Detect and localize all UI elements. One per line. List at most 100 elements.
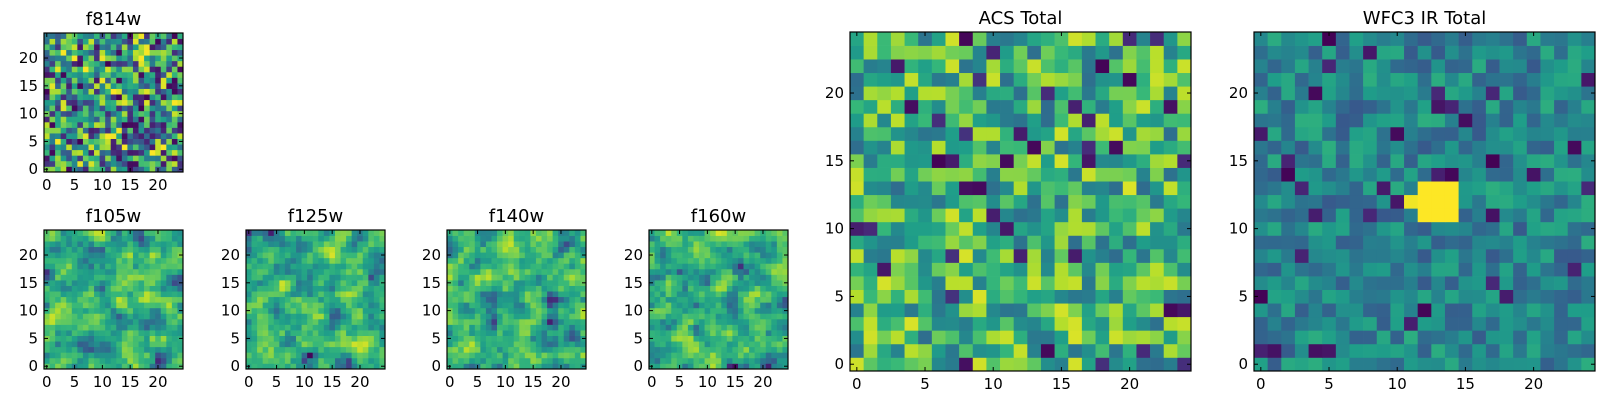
heatmap-cell (1095, 113, 1110, 128)
heatmap-cell (251, 246, 258, 253)
heatmap-cell (105, 346, 112, 353)
heatmap-cell (334, 307, 341, 314)
heatmap-cell (1150, 235, 1165, 250)
heatmap-cell (1390, 357, 1405, 372)
heatmap-cell (171, 49, 178, 56)
heatmap-cell (1267, 235, 1282, 250)
heatmap-cell (541, 280, 548, 286)
heatmap-cell (1054, 343, 1069, 358)
heatmap-cell (726, 241, 733, 248)
heatmap-cell (485, 263, 492, 270)
heatmap-cell (463, 324, 470, 331)
heatmap-cell (972, 72, 987, 87)
heatmap-cell (491, 341, 498, 348)
heatmap-cell (1122, 276, 1137, 290)
heatmap-cell (121, 160, 128, 167)
heatmap-cell (44, 144, 50, 151)
heatmap-cell (710, 230, 717, 236)
heatmap-cell (105, 274, 112, 281)
heatmap-cell (49, 71, 56, 78)
heatmap-cell (726, 302, 733, 309)
heatmap-cell (469, 352, 476, 359)
heatmap-cell (171, 346, 178, 353)
heatmap-cell (904, 316, 919, 331)
heatmap-cell (251, 313, 258, 320)
heatmap-cell (1499, 126, 1514, 141)
heatmap-cell (743, 296, 750, 303)
heatmap-cell (972, 316, 987, 331)
heatmap-cell (1526, 357, 1541, 372)
y-tick-label: 10 (19, 302, 38, 320)
heatmap-cell (474, 263, 481, 270)
heatmap-cell (563, 307, 570, 314)
heatmap-cell (55, 241, 62, 248)
heatmap-cell (463, 241, 470, 248)
heatmap-cell (530, 296, 537, 303)
heatmap-cell (160, 307, 167, 314)
heatmap-cell (55, 313, 62, 320)
heatmap-cell (452, 274, 459, 281)
heatmap-cell (1513, 303, 1528, 318)
heatmap-cell (312, 313, 319, 320)
heatmap-cell (149, 94, 156, 101)
heatmap-cell (676, 274, 683, 281)
heatmap-cell (693, 280, 700, 286)
heatmap-cell (1150, 126, 1165, 141)
heatmap-cell (357, 291, 364, 298)
heatmap-cell (863, 32, 878, 46)
heatmap-cell (160, 341, 167, 348)
heatmap-cell (1363, 72, 1378, 87)
heatmap-cell (749, 302, 755, 309)
heatmap-cell (138, 335, 145, 342)
heatmap-cell (904, 262, 919, 277)
heatmap-cell (491, 285, 498, 292)
heatmap-cell (116, 274, 123, 281)
heatmap-cell (660, 313, 667, 320)
heatmap-cell (1163, 194, 1178, 209)
heatmap-cell (682, 285, 689, 292)
heatmap-cell (138, 166, 145, 173)
heatmap-cell (552, 363, 559, 370)
heatmap-cell (580, 324, 587, 331)
heatmap-cell (447, 268, 453, 275)
heatmap-cell (508, 335, 515, 342)
heatmap-cell (1444, 235, 1459, 250)
heatmap-cell (1308, 72, 1323, 87)
heatmap-cell (160, 33, 167, 39)
heatmap-cell (312, 346, 319, 353)
heatmap-cell (307, 274, 314, 281)
heatmap-cell (649, 346, 655, 353)
heatmap-cell (323, 313, 330, 320)
heatmap-cell (1163, 59, 1178, 74)
heatmap-cell (66, 346, 73, 353)
heatmap-cell (1417, 330, 1432, 345)
heatmap-cell (535, 246, 542, 253)
heatmap-cell (552, 252, 559, 259)
heatmap-cell (676, 346, 683, 353)
heatmap-cell (88, 268, 95, 275)
heatmap-cell (373, 241, 380, 248)
heatmap-cell (519, 280, 526, 286)
heatmap-cell (508, 318, 515, 325)
heatmap-cell (508, 291, 515, 298)
heatmap-cell (671, 241, 678, 248)
heatmap-cell (710, 246, 717, 253)
heatmap-cell (351, 346, 358, 353)
heatmap-cell (1458, 289, 1473, 304)
heatmap-cell (547, 363, 553, 370)
heatmap-cell (574, 313, 581, 320)
heatmap-cell (569, 252, 576, 259)
heatmap-cell (246, 324, 252, 331)
heatmap-cell (671, 291, 678, 298)
heatmap-cell (665, 313, 672, 320)
heatmap-cell (1150, 303, 1165, 318)
heatmap-cell (1163, 113, 1178, 128)
heatmap-cell (715, 235, 722, 242)
heatmap-cell (60, 83, 67, 89)
heatmap-cell (362, 263, 369, 270)
heatmap-cell (284, 257, 291, 264)
heatmap-cell (88, 60, 95, 67)
heatmap-cell (312, 335, 319, 342)
heatmap-cell (918, 221, 933, 236)
heatmap-cell (474, 302, 481, 309)
